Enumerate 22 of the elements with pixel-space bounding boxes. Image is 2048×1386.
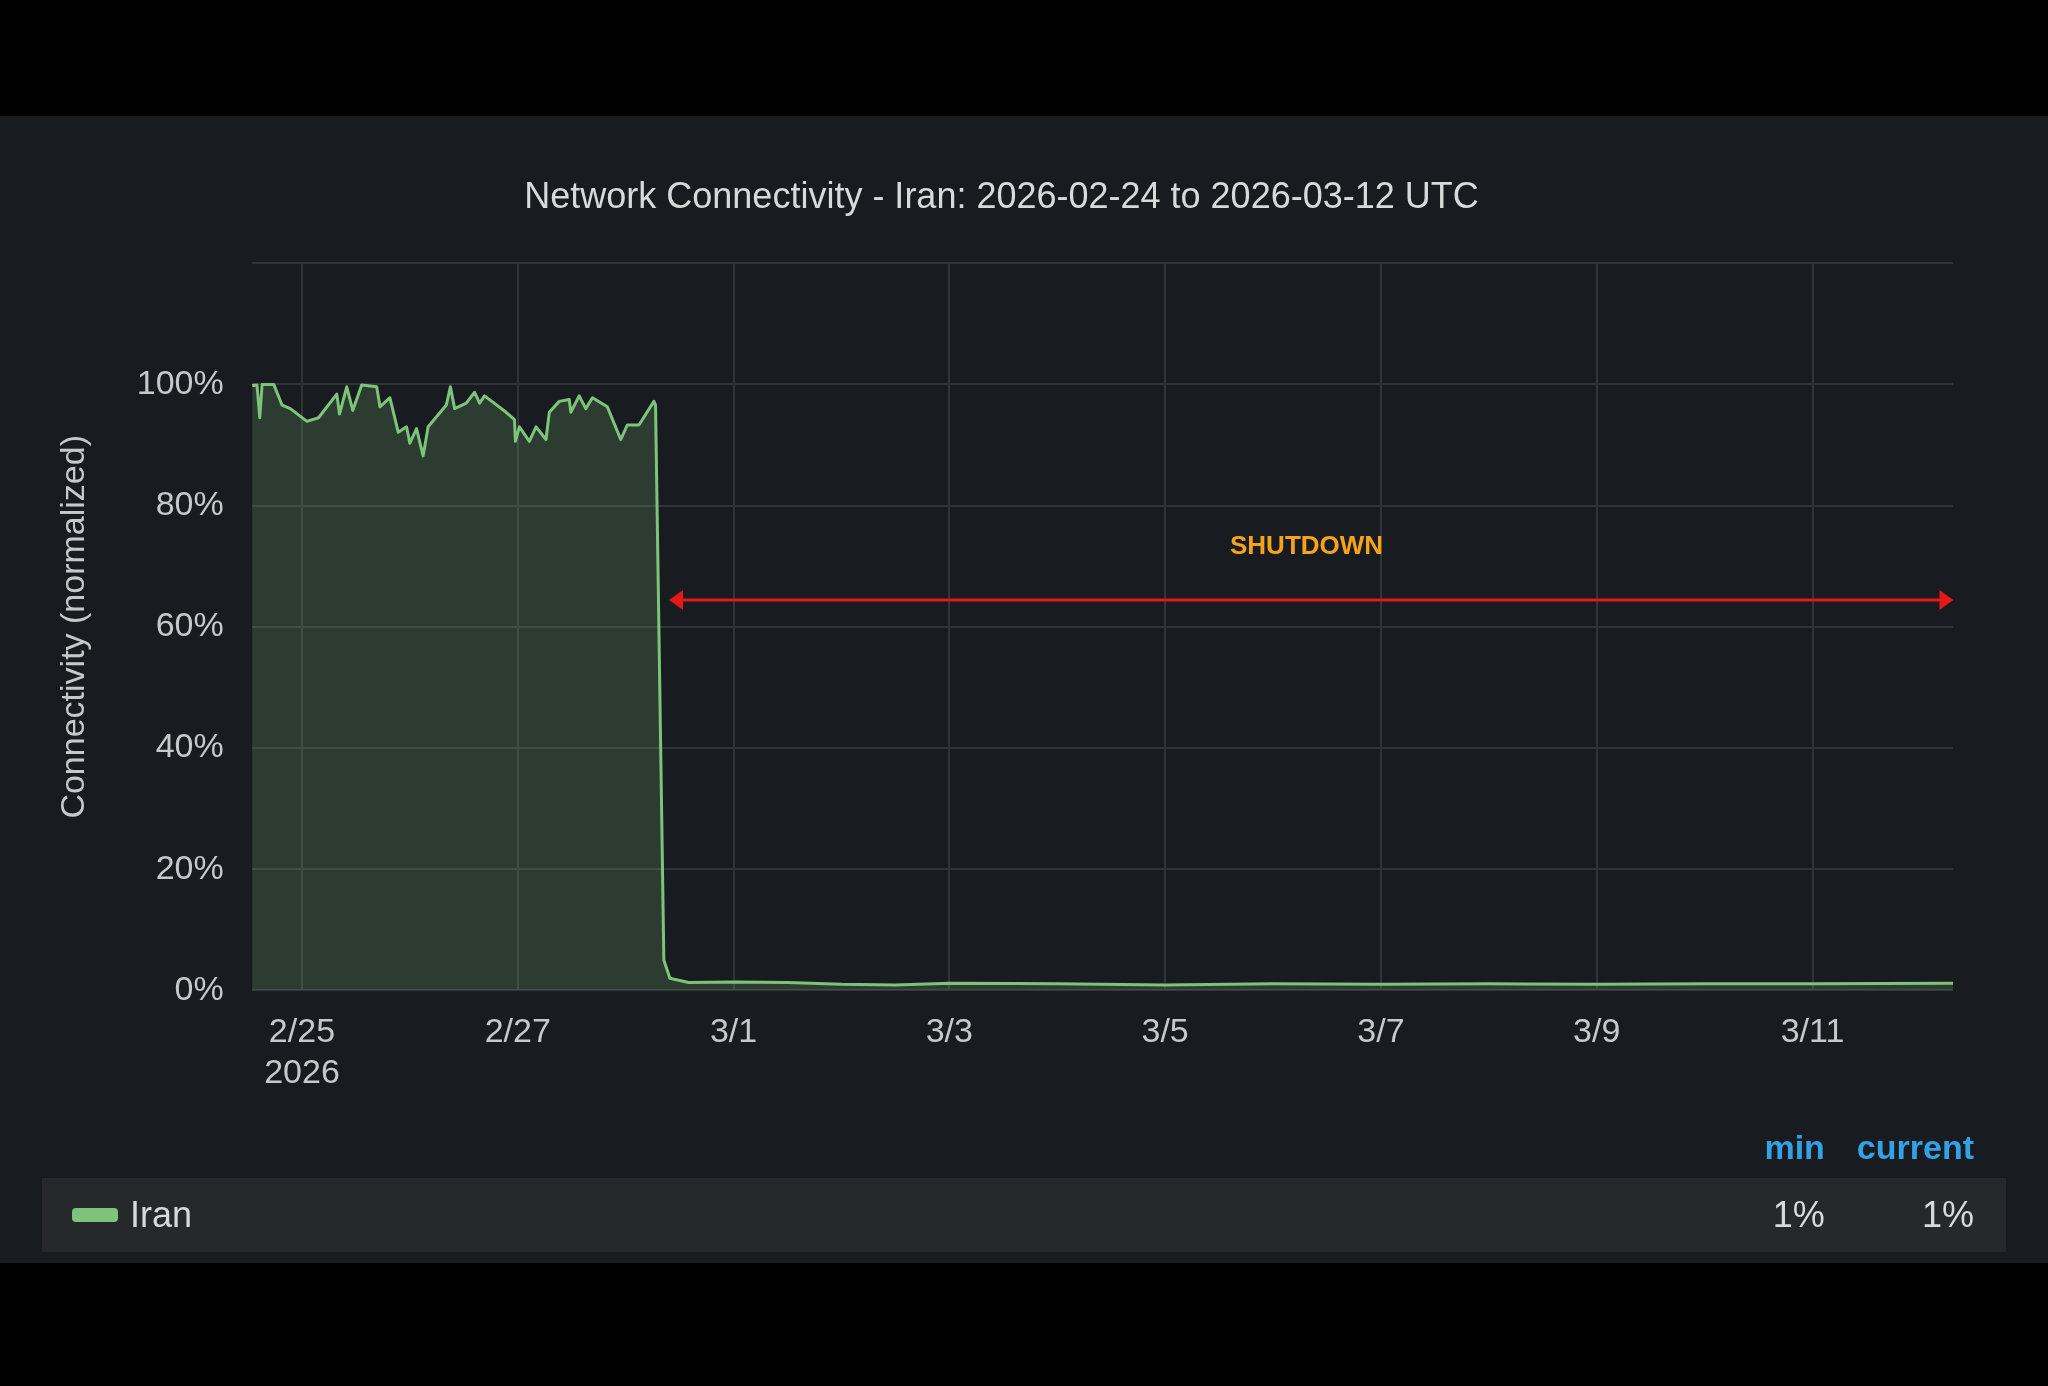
chart-title: Network Connectivity - Iran: 2026-02-24 to 2026-03-12 UTC [524, 174, 1479, 216]
x-tick-label: 2/25 2026 [264, 1011, 340, 1090]
y-axis-title: Connectivity (normalized) [52, 435, 91, 819]
text: 1% [1772, 1194, 1825, 1236]
text: current [1856, 1127, 1974, 1167]
y-tick-label: 0% [174, 968, 224, 1007]
x-tick-label: 3/9 [1573, 1011, 1621, 1050]
y-tick-label: 40% [155, 726, 224, 765]
x-tick-label: 2/27 [484, 1011, 551, 1050]
legend-label: Iran [130, 1194, 194, 1236]
y-tick-label: 100% [136, 362, 224, 401]
x-tick-label: 3/3 [925, 1011, 973, 1050]
x-tick-label: 3/1 [709, 1011, 758, 1050]
text: 1% [1921, 1194, 1974, 1236]
text: min [1764, 1127, 1825, 1167]
y-tick-label: 60% [155, 605, 224, 644]
annotation: SHUTDOWN [1229, 529, 1384, 560]
y-tick-label: 20% [155, 847, 224, 886]
x-tick-label: 3/5 [1141, 1011, 1189, 1050]
x-tick-label: 3/11 [1780, 1011, 1845, 1050]
x-tick-label: 3/7 [1357, 1011, 1405, 1050]
y-tick-label: 80% [155, 483, 224, 522]
